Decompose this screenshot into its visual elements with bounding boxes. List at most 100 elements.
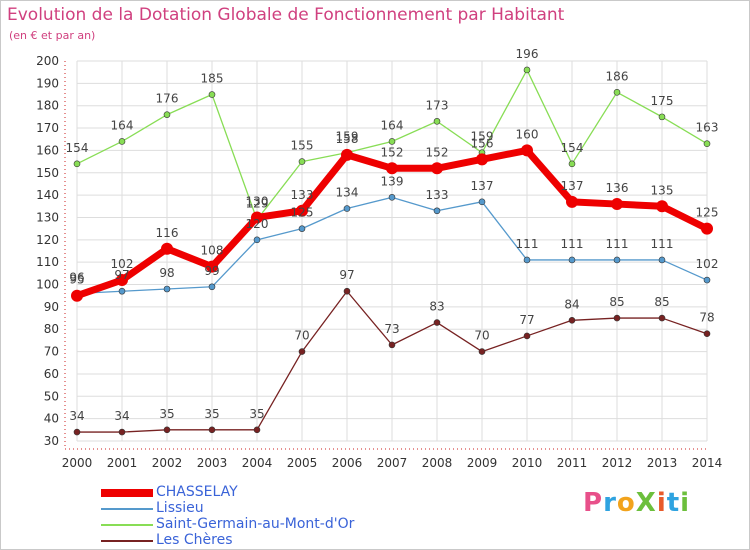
data-point-saint-germain-au-mont-d-or bbox=[73, 160, 81, 168]
data-label-chasselay: 102 bbox=[111, 257, 134, 271]
data-label-chasselay: 130 bbox=[246, 194, 269, 208]
data-label-les-ch-res: 70 bbox=[474, 329, 489, 343]
data-label-saint-germain-au-mont-d-or: 159 bbox=[336, 130, 359, 144]
data-label-lissieu: 111 bbox=[516, 237, 539, 251]
data-label-saint-germain-au-mont-d-or: 154 bbox=[561, 141, 584, 155]
data-point-chasselay bbox=[656, 200, 668, 213]
data-label-les-ch-res: 77 bbox=[519, 313, 534, 327]
data-label-chasselay: 116 bbox=[156, 226, 179, 240]
data-point-les-ch-res bbox=[343, 287, 351, 295]
y-tick-label: 40 bbox=[44, 412, 59, 426]
data-point-les-ch-res bbox=[523, 332, 531, 340]
data-label-lissieu: 139 bbox=[381, 174, 404, 188]
data-point-les-ch-res bbox=[253, 426, 261, 434]
x-tick-label: 2000 bbox=[62, 456, 93, 470]
logo-letter: o bbox=[616, 488, 636, 518]
data-point-lissieu bbox=[568, 256, 576, 264]
data-point-lissieu bbox=[613, 256, 621, 264]
data-point-saint-germain-au-mont-d-or bbox=[163, 111, 171, 118]
data-label-chasselay: 95 bbox=[69, 273, 84, 287]
data-label-chasselay: 125 bbox=[696, 206, 719, 220]
data-label-chasselay: 133 bbox=[291, 188, 314, 202]
data-label-les-ch-res: 97 bbox=[339, 268, 354, 282]
y-tick-label: 150 bbox=[36, 166, 59, 180]
data-label-les-ch-res: 35 bbox=[249, 407, 264, 421]
y-tick-label: 70 bbox=[44, 345, 59, 359]
logo-letter: i bbox=[656, 488, 667, 518]
data-point-lissieu bbox=[703, 276, 711, 284]
logo-letter: P bbox=[583, 488, 604, 518]
y-tick-label: 50 bbox=[44, 389, 59, 403]
data-point-lissieu bbox=[118, 287, 126, 295]
data-point-chasselay bbox=[431, 162, 443, 175]
data-point-lissieu bbox=[478, 198, 486, 206]
data-label-chasselay: 136 bbox=[606, 181, 629, 195]
data-point-lissieu bbox=[163, 285, 171, 293]
data-label-les-ch-res: 34 bbox=[114, 409, 129, 423]
data-point-lissieu bbox=[523, 256, 531, 264]
data-point-saint-germain-au-mont-d-or bbox=[118, 138, 126, 145]
y-tick-label: 90 bbox=[44, 300, 59, 314]
data-point-lissieu bbox=[253, 236, 261, 244]
data-label-lissieu: 111 bbox=[606, 237, 629, 251]
data-label-chasselay: 108 bbox=[201, 244, 224, 258]
data-point-saint-germain-au-mont-d-or bbox=[208, 91, 216, 98]
data-label-saint-germain-au-mont-d-or: 176 bbox=[156, 92, 179, 106]
data-label-saint-germain-au-mont-d-or: 159 bbox=[471, 130, 494, 144]
y-tick-label: 200 bbox=[36, 54, 59, 68]
data-label-lissieu: 96 bbox=[69, 270, 84, 284]
data-point-lissieu bbox=[433, 207, 441, 215]
data-label-les-ch-res: 34 bbox=[69, 409, 84, 423]
data-point-chasselay bbox=[611, 198, 623, 211]
data-point-chasselay bbox=[476, 153, 488, 166]
data-label-lissieu: 98 bbox=[159, 266, 174, 280]
data-point-saint-germain-au-mont-d-or bbox=[523, 66, 531, 74]
data-label-saint-germain-au-mont-d-or: 175 bbox=[651, 94, 674, 108]
data-label-lissieu: 120 bbox=[246, 217, 269, 231]
legend-label: Les Chères bbox=[156, 532, 233, 548]
data-point-chasselay bbox=[296, 204, 308, 217]
data-label-chasselay: 160 bbox=[516, 127, 539, 141]
x-tick-label: 2008 bbox=[422, 456, 453, 470]
chart-subtitle: (en € et par an) bbox=[9, 29, 96, 42]
logo-letter: r bbox=[603, 488, 617, 518]
x-tick-label: 2010 bbox=[512, 456, 543, 470]
data-label-lissieu: 125 bbox=[291, 206, 314, 220]
data-label-saint-germain-au-mont-d-or: 155 bbox=[291, 139, 314, 153]
data-label-lissieu: 134 bbox=[336, 186, 359, 200]
data-label-chasselay: 152 bbox=[381, 145, 404, 159]
data-label-lissieu: 97 bbox=[114, 268, 129, 282]
data-label-saint-germain-au-mont-d-or: 163 bbox=[696, 121, 719, 135]
logo-letter: i bbox=[680, 488, 691, 518]
x-tick-label: 2002 bbox=[152, 456, 183, 470]
data-point-les-ch-res bbox=[163, 426, 171, 434]
x-tick-label: 2006 bbox=[332, 456, 363, 470]
data-point-les-ch-res bbox=[118, 428, 126, 436]
data-label-les-ch-res: 83 bbox=[429, 300, 444, 314]
x-tick-label: 2004 bbox=[242, 456, 273, 470]
proxiti-logo: ProXiti bbox=[583, 488, 690, 518]
data-point-chasselay bbox=[521, 144, 533, 157]
y-tick-label: 80 bbox=[44, 322, 59, 336]
data-point-saint-germain-au-mont-d-or bbox=[613, 88, 621, 96]
logo-letter: X bbox=[635, 488, 657, 518]
y-tick-label: 30 bbox=[44, 434, 59, 448]
x-tick-label: 2013 bbox=[647, 456, 678, 470]
data-label-les-ch-res: 85 bbox=[609, 295, 624, 309]
data-point-saint-germain-au-mont-d-or bbox=[433, 118, 441, 125]
data-point-les-ch-res bbox=[208, 426, 216, 434]
data-point-les-ch-res bbox=[388, 341, 396, 349]
data-point-chasselay bbox=[701, 222, 713, 235]
data-label-les-ch-res: 35 bbox=[159, 407, 174, 421]
data-point-saint-germain-au-mont-d-or bbox=[388, 138, 396, 145]
legend-label: Saint-Germain-au-Mont-d'Or bbox=[156, 516, 355, 532]
data-point-les-ch-res bbox=[568, 316, 576, 324]
legend-swatch bbox=[101, 508, 153, 510]
series-lines bbox=[71, 66, 713, 436]
y-tick-label: 120 bbox=[36, 233, 59, 247]
data-label-saint-germain-au-mont-d-or: 186 bbox=[606, 69, 629, 83]
data-point-lissieu bbox=[298, 225, 306, 232]
data-label-saint-germain-au-mont-d-or: 185 bbox=[201, 72, 224, 86]
